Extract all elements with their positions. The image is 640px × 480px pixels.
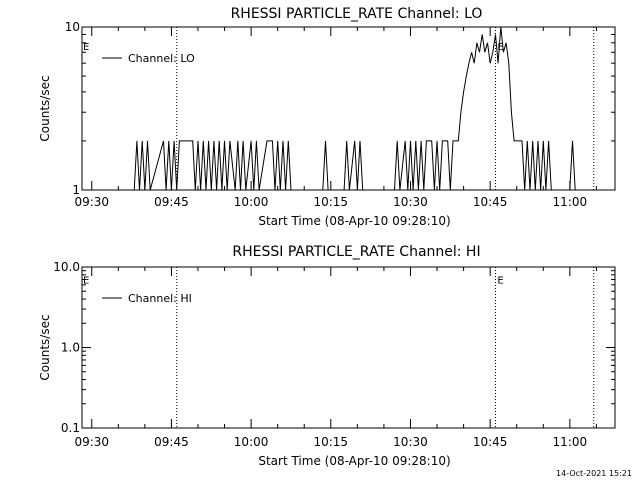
- y-tick-label: 1: [72, 183, 80, 197]
- x-tick-label: 10:15: [313, 435, 348, 449]
- x-axis-label: Start Time (08-Apr-10 09:28:10): [258, 214, 450, 228]
- y-tick-label: 10: [65, 20, 80, 34]
- legend-entry: Channel: LO: [128, 52, 195, 65]
- event-flag: E: [83, 42, 89, 53]
- y-tick-label: 10.0: [53, 260, 80, 274]
- legend-entry: Channel: HI: [128, 292, 192, 305]
- x-tick-label: 11:00: [553, 435, 588, 449]
- x-tick-label: 10:00: [234, 195, 269, 209]
- x-tick-label: 10:30: [393, 195, 428, 209]
- event-flag: E: [497, 276, 503, 287]
- y-axis-label: Counts/sec: [38, 75, 52, 141]
- y-tick-label: 0.1: [61, 421, 80, 435]
- lo-channel-panel: RHESSI PARTICLE_RATE Channel: LO 1 10 09:30…: [38, 6, 616, 228]
- plot-frame: [81, 26, 616, 191]
- x-tick-label: 10:45: [473, 195, 508, 209]
- y-axis-label: Counts/sec: [38, 314, 52, 380]
- event-flag: E: [497, 42, 503, 53]
- x-tick-label: 09:45: [154, 435, 189, 449]
- x-tick-label: 11:00: [553, 195, 588, 209]
- x-tick-label: 09:30: [74, 195, 109, 209]
- x-tick-label: 10:00: [234, 435, 269, 449]
- series-line: [82, 26, 581, 191]
- x-tick-label: 10:45: [473, 435, 508, 449]
- hi-channel-panel: RHESSI PARTICLE_RATE Channel: HI 0.1 1.0 10…: [38, 244, 616, 468]
- event-flag: E: [83, 276, 89, 287]
- x-tick-label: 10:30: [393, 435, 428, 449]
- x-tick-label: 09:30: [74, 435, 109, 449]
- plot-timestamp: 14-Oct-2021 15:21: [556, 469, 632, 478]
- chart-title: RHESSI PARTICLE_RATE Channel: LO: [231, 6, 483, 22]
- x-tick-label: 10:15: [313, 195, 348, 209]
- x-axis-label: Start Time (08-Apr-10 09:28:10): [258, 454, 450, 468]
- y-tick-label: 1.0: [61, 341, 80, 355]
- chart-title: RHESSI PARTICLE_RATE Channel: HI: [232, 244, 480, 260]
- x-tick-label: 09:45: [154, 195, 189, 209]
